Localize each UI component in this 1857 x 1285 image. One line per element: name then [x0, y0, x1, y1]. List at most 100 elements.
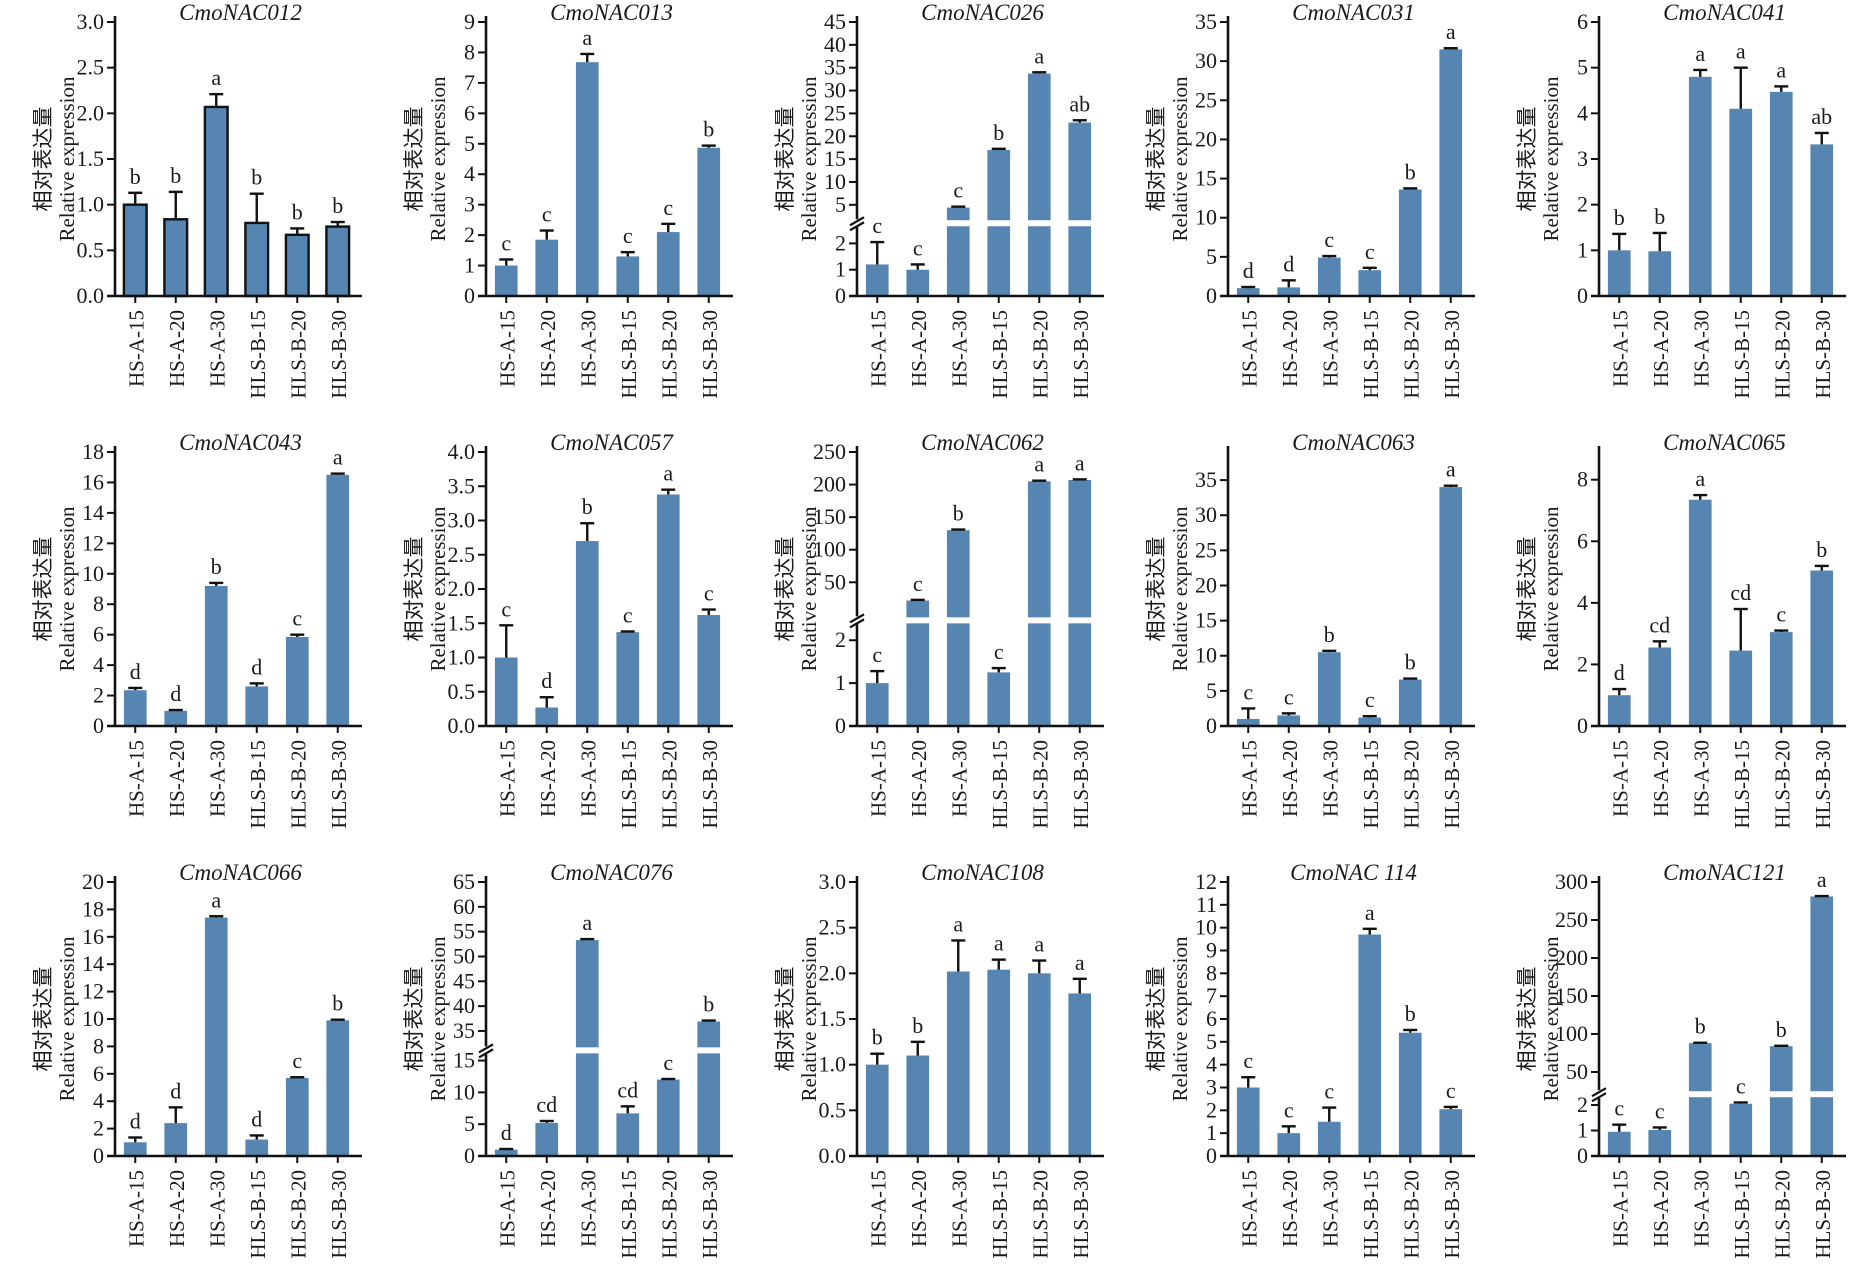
- significance-label: a: [582, 25, 592, 50]
- bar: [1358, 934, 1382, 1156]
- y-tick-label: 2.5: [77, 55, 105, 80]
- y-axis-label-cn: 相对表达量: [773, 537, 797, 642]
- bar: [204, 585, 228, 726]
- y-tick-label: 10: [1195, 643, 1217, 668]
- y-tick-label: 250: [813, 439, 846, 464]
- y-tick-label: 3.0: [819, 869, 847, 894]
- chart-title: CmoNAC 114: [1290, 860, 1417, 885]
- x-tick-label: HS-A-20: [165, 1170, 189, 1247]
- y-tick-label: 1: [1577, 1118, 1588, 1143]
- chart-title: CmoNAC013: [550, 0, 673, 25]
- y-axis-label-en: Relative expression: [1168, 506, 1192, 672]
- bar: [164, 1123, 188, 1156]
- significance-label: b: [912, 1013, 923, 1038]
- y-tick-label: 0: [1206, 713, 1217, 738]
- y-tick-label: 1: [1206, 1120, 1217, 1145]
- bar: [1236, 718, 1260, 726]
- significance-label: c: [663, 1050, 673, 1075]
- chart-title: CmoNAC108: [921, 860, 1044, 885]
- bar: [1439, 1109, 1463, 1156]
- axis-break-gap: [1026, 220, 1052, 227]
- y-tick-label: 20: [1195, 126, 1217, 151]
- bar: [865, 264, 889, 296]
- significance-label: a: [1446, 19, 1456, 44]
- bar: [1648, 1130, 1672, 1156]
- significance-label: b: [292, 199, 303, 224]
- y-tick-label: 1.0: [77, 192, 105, 217]
- y-axis-label-en: Relative expression: [1168, 936, 1192, 1102]
- axis-break-gap: [696, 1047, 722, 1054]
- significance-label: d: [170, 681, 181, 706]
- x-tick-label: HLS-B-20: [1770, 310, 1794, 399]
- bar: [204, 917, 228, 1156]
- significance-label: a: [1075, 450, 1085, 475]
- x-tick-label: HLS-B-30: [1811, 310, 1835, 399]
- y-tick-label: 15: [1195, 608, 1217, 633]
- x-tick-label: HS-A-20: [1649, 310, 1673, 387]
- bar: [122, 203, 148, 298]
- y-tick-label: 3.0: [77, 9, 105, 34]
- bar: [1027, 481, 1051, 726]
- chart-panel: CmoNAC108 相对表达量Relative expression 0.0 0.5 1…: [773, 860, 1104, 1259]
- y-axis-label-en: Relative expression: [426, 506, 450, 672]
- x-tick-label: HLS-B-20: [286, 310, 310, 399]
- x-tick-label: HS-A-30: [576, 1170, 600, 1247]
- significance-label: c: [292, 1048, 302, 1073]
- y-tick-label: 1.5: [448, 610, 476, 635]
- axis-break-gap: [986, 220, 1012, 227]
- y-tick-label: 4: [464, 161, 475, 186]
- bar: [325, 225, 351, 298]
- bar: [575, 541, 599, 726]
- bar: [1769, 632, 1793, 726]
- axis-break-gap: [945, 220, 971, 227]
- bar: [1068, 480, 1092, 726]
- bar: [1607, 695, 1631, 726]
- axis-break-gap: [1026, 617, 1052, 624]
- y-tick-label: 8: [93, 1033, 104, 1058]
- x-tick-label: HLS-B-30: [1069, 1170, 1093, 1259]
- significance-label: d: [251, 654, 262, 679]
- bar: [1277, 287, 1301, 296]
- y-axis-label: 相对表达量Relative expression: [402, 76, 450, 242]
- axis-break-background: [854, 616, 860, 625]
- significance-label: b: [211, 554, 222, 579]
- y-axis-label: 相对表达量Relative expression: [1515, 76, 1563, 242]
- y-axis-label-en: Relative expression: [55, 76, 79, 242]
- y-axis-label-cn: 相对表达量: [1144, 537, 1168, 642]
- bar: [697, 147, 721, 296]
- x-tick-label: HS-A-30: [1689, 740, 1713, 817]
- axis-break-gap: [1809, 1091, 1835, 1098]
- y-tick-label: 5: [1206, 678, 1217, 703]
- bar: [946, 971, 970, 1156]
- significance-label: c: [913, 571, 923, 596]
- y-tick-label: 4: [93, 1088, 104, 1113]
- y-tick-label: 10: [82, 1006, 104, 1031]
- y-tick-label: 2: [93, 1116, 104, 1141]
- x-tick-label: HLS-B-20: [1399, 310, 1423, 399]
- x-tick-label: HLS-B-20: [286, 740, 310, 829]
- y-tick-label: 10: [1195, 915, 1217, 940]
- y-tick-label: 35: [453, 1018, 475, 1043]
- y-axis-label-en: Relative expression: [797, 76, 821, 242]
- bar: [697, 615, 721, 726]
- y-tick-label: 6: [464, 100, 475, 125]
- y-axis-label: 相对表达量Relative expression: [31, 76, 79, 242]
- x-tick-label: HS-A-15: [1608, 1170, 1632, 1247]
- x-tick-label: HLS-B-30: [698, 740, 722, 829]
- axis-break-mark: [478, 1043, 494, 1054]
- x-tick-label: HS-A-20: [536, 1170, 560, 1247]
- significance-label: b: [872, 1025, 883, 1050]
- x-tick-label: HLS-B-15: [1359, 1170, 1383, 1259]
- x-tick-label: HS-A-20: [536, 310, 560, 387]
- bar: [1398, 189, 1422, 296]
- x-tick-label: HLS-B-15: [617, 1170, 641, 1259]
- y-tick-label: 2.0: [448, 576, 476, 601]
- bar: [1236, 1087, 1260, 1156]
- y-tick-label: 100: [1555, 1021, 1588, 1046]
- axis-break-mark: [1591, 1087, 1607, 1098]
- significance-label: d: [541, 668, 552, 693]
- x-tick-label: HS-A-15: [866, 1170, 890, 1247]
- x-tick-label: HS-A-30: [576, 740, 600, 817]
- y-tick-label: 6: [1577, 528, 1588, 553]
